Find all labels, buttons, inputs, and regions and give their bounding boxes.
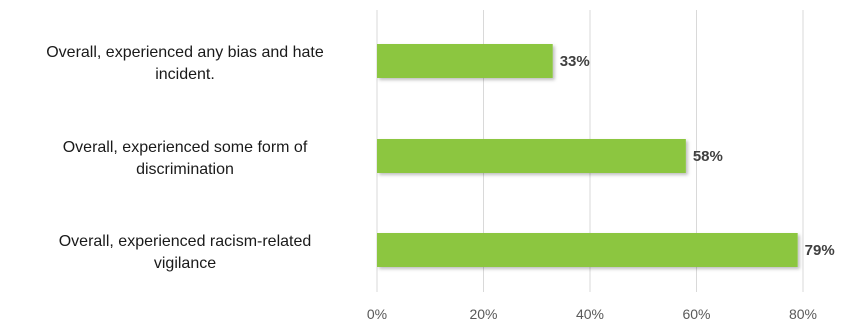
bar <box>377 44 553 78</box>
x-tick-label: 20% <box>469 306 497 322</box>
bar <box>377 233 798 267</box>
category-label: Overall, experienced racism-related vigil… <box>59 233 312 272</box>
x-tick-label: 0% <box>367 306 387 322</box>
category-label: Overall, experienced some form of discrim… <box>63 139 308 178</box>
x-tick-label: 60% <box>682 306 710 322</box>
category-labels: Overall, experienced any bias and hate in… <box>46 44 324 272</box>
category-label: Overall, experienced any bias and hate in… <box>46 44 324 83</box>
data-label: 58% <box>693 148 723 165</box>
data-label: 33% <box>560 53 590 70</box>
x-axis-ticks: 0% 20% 40% 60% 80% <box>367 306 817 322</box>
x-tick-label: 40% <box>576 306 604 322</box>
bars: 33% 58% 79% <box>377 44 835 267</box>
bar <box>377 139 686 173</box>
data-label: 79% <box>805 242 835 259</box>
x-tick-label: 80% <box>789 306 817 322</box>
